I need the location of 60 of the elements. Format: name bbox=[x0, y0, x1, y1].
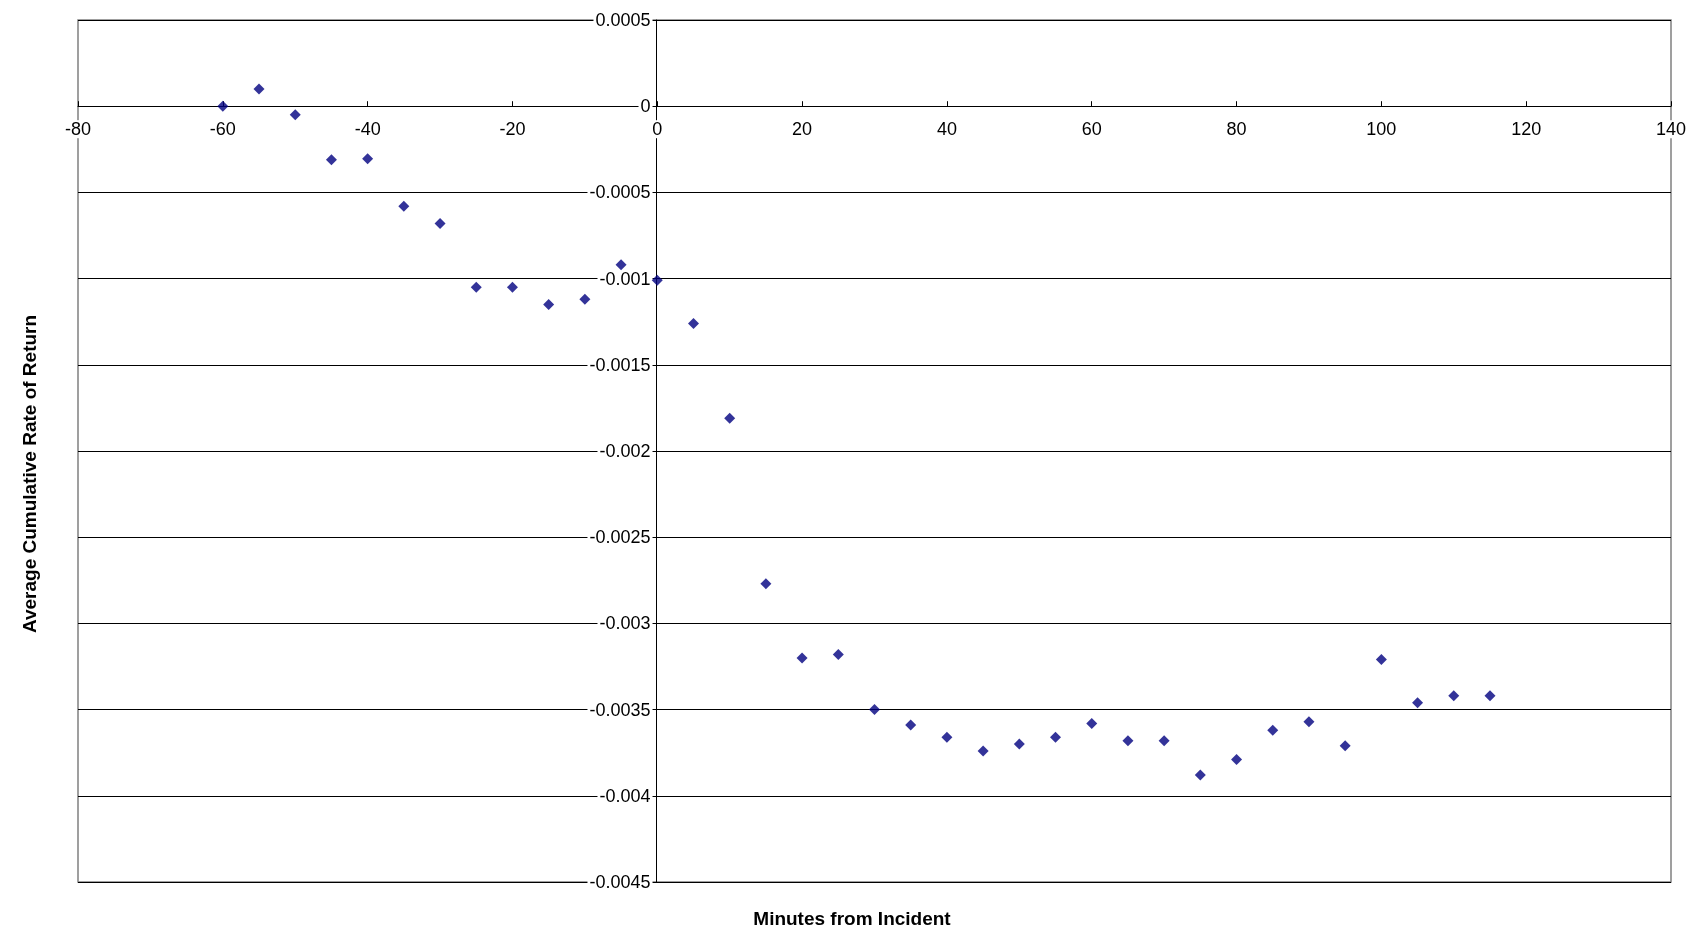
x-tick-label: 100 bbox=[1366, 119, 1397, 140]
point bbox=[760, 578, 772, 590]
point bbox=[253, 83, 265, 95]
point bbox=[1050, 731, 1062, 743]
point bbox=[434, 217, 446, 229]
x-tick-label: -80 bbox=[64, 119, 92, 140]
point bbox=[651, 274, 663, 286]
point bbox=[1158, 735, 1170, 747]
x-tick-label: 20 bbox=[792, 119, 813, 140]
y-tick-label: -0.0015 bbox=[589, 354, 651, 375]
y-tick-label: -0.0045 bbox=[589, 872, 651, 892]
x-tick-label: 60 bbox=[1081, 119, 1102, 140]
point bbox=[1086, 717, 1098, 729]
point bbox=[941, 731, 953, 743]
point bbox=[1412, 697, 1424, 709]
x-tick-label: 140 bbox=[1655, 119, 1687, 140]
y-tick-label: 0.0005 bbox=[595, 10, 651, 30]
point bbox=[543, 298, 555, 310]
point bbox=[687, 317, 699, 329]
x-tick-label: -40 bbox=[354, 119, 381, 140]
point bbox=[832, 648, 844, 660]
point bbox=[579, 293, 591, 305]
point bbox=[506, 281, 518, 293]
point bbox=[869, 704, 880, 716]
x-tick-label: 40 bbox=[936, 119, 957, 140]
point bbox=[398, 200, 410, 212]
x-tick-label: 80 bbox=[1226, 119, 1247, 140]
point bbox=[796, 652, 808, 664]
y-tick-label: 0 bbox=[640, 96, 651, 117]
point bbox=[724, 412, 736, 424]
y-tick-label: -0.003 bbox=[599, 613, 651, 634]
y-tick-label: -0.0025 bbox=[589, 527, 651, 548]
point bbox=[325, 154, 337, 166]
point bbox=[1375, 654, 1387, 666]
y-tick-label: -0.002 bbox=[599, 441, 651, 461]
point bbox=[217, 100, 229, 112]
y-tick-label: -0.0035 bbox=[589, 699, 651, 720]
point bbox=[1122, 735, 1134, 747]
point bbox=[1303, 716, 1315, 728]
point bbox=[1013, 738, 1025, 750]
point bbox=[1194, 769, 1206, 781]
y-axis-title: Average Cumulative Rate of Return bbox=[19, 314, 40, 634]
point bbox=[615, 259, 627, 271]
point bbox=[977, 745, 989, 757]
point bbox=[289, 109, 301, 121]
point bbox=[905, 719, 917, 731]
y-tick-label: -0.004 bbox=[599, 785, 651, 806]
point bbox=[362, 153, 374, 165]
point bbox=[1448, 690, 1460, 702]
y-tick-label: -0.0005 bbox=[589, 182, 651, 203]
x-tick-label: 120 bbox=[1511, 119, 1542, 140]
point bbox=[1267, 724, 1279, 736]
x-tick-label: -20 bbox=[499, 119, 526, 140]
point bbox=[1339, 740, 1351, 752]
y-tick-label: -0.001 bbox=[599, 268, 651, 289]
x-tick-label: -60 bbox=[209, 119, 236, 140]
point bbox=[470, 281, 482, 293]
point bbox=[1484, 690, 1496, 702]
x-axis-title: Minutes from Incident bbox=[753, 908, 952, 929]
point bbox=[1231, 754, 1243, 766]
